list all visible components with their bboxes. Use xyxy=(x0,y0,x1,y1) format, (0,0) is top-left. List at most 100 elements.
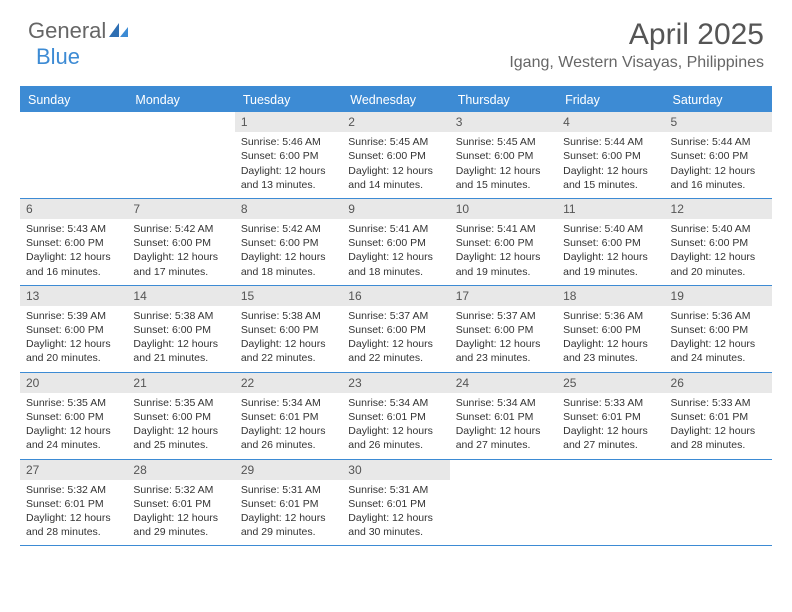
day-number: 4 xyxy=(557,112,664,132)
brand-logo: GeneralBlue xyxy=(28,18,132,70)
daylight-line: Daylight: 12 hours and 21 minutes. xyxy=(133,337,228,365)
daylight-line: Daylight: 12 hours and 14 minutes. xyxy=(348,164,443,192)
day-details: Sunrise: 5:35 AMSunset: 6:00 PMDaylight:… xyxy=(20,393,127,459)
sunset-line: Sunset: 6:00 PM xyxy=(456,323,551,337)
day-number: 3 xyxy=(450,112,557,132)
daylight-line: Daylight: 12 hours and 30 minutes. xyxy=(348,511,443,539)
daylight-line: Daylight: 12 hours and 19 minutes. xyxy=(563,250,658,278)
calendar-cell: 19Sunrise: 5:36 AMSunset: 6:00 PMDayligh… xyxy=(665,286,772,372)
sunrise-line: Sunrise: 5:37 AM xyxy=(348,309,443,323)
sunrise-line: Sunrise: 5:44 AM xyxy=(671,135,766,149)
day-details: Sunrise: 5:45 AMSunset: 6:00 PMDaylight:… xyxy=(450,132,557,198)
day-number: 5 xyxy=(665,112,772,132)
sunrise-line: Sunrise: 5:35 AM xyxy=(133,396,228,410)
sunrise-line: Sunrise: 5:39 AM xyxy=(26,309,121,323)
day-details: Sunrise: 5:42 AMSunset: 6:00 PMDaylight:… xyxy=(235,219,342,285)
calendar-cell: 5Sunrise: 5:44 AMSunset: 6:00 PMDaylight… xyxy=(665,112,772,198)
day-header-friday: Friday xyxy=(557,88,664,112)
daylight-line: Daylight: 12 hours and 15 minutes. xyxy=(456,164,551,192)
daylight-line: Daylight: 12 hours and 29 minutes. xyxy=(133,511,228,539)
day-details: Sunrise: 5:32 AMSunset: 6:01 PMDaylight:… xyxy=(20,480,127,546)
sunrise-line: Sunrise: 5:46 AM xyxy=(241,135,336,149)
daylight-line: Daylight: 12 hours and 17 minutes. xyxy=(133,250,228,278)
calendar-cell: 27Sunrise: 5:32 AMSunset: 6:01 PMDayligh… xyxy=(20,460,127,546)
calendar-cell xyxy=(450,460,557,546)
header: GeneralBlue April 2025 Igang, Western Vi… xyxy=(0,0,792,80)
sunset-line: Sunset: 6:00 PM xyxy=(133,236,228,250)
daylight-line: Daylight: 12 hours and 13 minutes. xyxy=(241,164,336,192)
day-details: Sunrise: 5:35 AMSunset: 6:00 PMDaylight:… xyxy=(127,393,234,459)
calendar-week: 13Sunrise: 5:39 AMSunset: 6:00 PMDayligh… xyxy=(20,286,772,373)
daylight-line: Daylight: 12 hours and 15 minutes. xyxy=(563,164,658,192)
sunset-line: Sunset: 6:01 PM xyxy=(348,497,443,511)
day-number: 13 xyxy=(20,286,127,306)
sunrise-line: Sunrise: 5:42 AM xyxy=(241,222,336,236)
daylight-line: Daylight: 12 hours and 28 minutes. xyxy=(26,511,121,539)
day-number: 8 xyxy=(235,199,342,219)
sunrise-line: Sunrise: 5:33 AM xyxy=(671,396,766,410)
calendar-cell: 28Sunrise: 5:32 AMSunset: 6:01 PMDayligh… xyxy=(127,460,234,546)
sunset-line: Sunset: 6:00 PM xyxy=(133,410,228,424)
calendar-cell: 20Sunrise: 5:35 AMSunset: 6:00 PMDayligh… xyxy=(20,373,127,459)
daylight-line: Daylight: 12 hours and 19 minutes. xyxy=(456,250,551,278)
sunrise-line: Sunrise: 5:38 AM xyxy=(133,309,228,323)
sunset-line: Sunset: 6:00 PM xyxy=(241,323,336,337)
daylight-line: Daylight: 12 hours and 27 minutes. xyxy=(456,424,551,452)
daylight-line: Daylight: 12 hours and 25 minutes. xyxy=(133,424,228,452)
day-details: Sunrise: 5:33 AMSunset: 6:01 PMDaylight:… xyxy=(665,393,772,459)
day-number: 25 xyxy=(557,373,664,393)
day-number: 18 xyxy=(557,286,664,306)
calendar-cell xyxy=(127,112,234,198)
sunset-line: Sunset: 6:00 PM xyxy=(26,236,121,250)
sunrise-line: Sunrise: 5:32 AM xyxy=(26,483,121,497)
day-details: Sunrise: 5:34 AMSunset: 6:01 PMDaylight:… xyxy=(342,393,449,459)
sunset-line: Sunset: 6:00 PM xyxy=(563,149,658,163)
calendar-cell: 22Sunrise: 5:34 AMSunset: 6:01 PMDayligh… xyxy=(235,373,342,459)
sunset-line: Sunset: 6:00 PM xyxy=(671,236,766,250)
sunrise-line: Sunrise: 5:40 AM xyxy=(563,222,658,236)
day-number: 1 xyxy=(235,112,342,132)
day-details: Sunrise: 5:32 AMSunset: 6:01 PMDaylight:… xyxy=(127,480,234,546)
sunset-line: Sunset: 6:01 PM xyxy=(563,410,658,424)
day-details: Sunrise: 5:37 AMSunset: 6:00 PMDaylight:… xyxy=(450,306,557,372)
calendar-cell: 4Sunrise: 5:44 AMSunset: 6:00 PMDaylight… xyxy=(557,112,664,198)
day-header-tuesday: Tuesday xyxy=(235,88,342,112)
calendar-cell: 12Sunrise: 5:40 AMSunset: 6:00 PMDayligh… xyxy=(665,199,772,285)
sunrise-line: Sunrise: 5:40 AM xyxy=(671,222,766,236)
sunset-line: Sunset: 6:00 PM xyxy=(26,410,121,424)
calendar-cell: 29Sunrise: 5:31 AMSunset: 6:01 PMDayligh… xyxy=(235,460,342,546)
day-number: 17 xyxy=(450,286,557,306)
month-title: April 2025 xyxy=(509,18,764,52)
brand-part1: General xyxy=(28,18,106,43)
calendar-cell: 13Sunrise: 5:39 AMSunset: 6:00 PMDayligh… xyxy=(20,286,127,372)
day-details: Sunrise: 5:31 AMSunset: 6:01 PMDaylight:… xyxy=(235,480,342,546)
sunset-line: Sunset: 6:00 PM xyxy=(563,323,658,337)
calendar-week: 6Sunrise: 5:43 AMSunset: 6:00 PMDaylight… xyxy=(20,199,772,286)
day-details: Sunrise: 5:34 AMSunset: 6:01 PMDaylight:… xyxy=(450,393,557,459)
calendar-cell: 10Sunrise: 5:41 AMSunset: 6:00 PMDayligh… xyxy=(450,199,557,285)
sunrise-line: Sunrise: 5:35 AM xyxy=(26,396,121,410)
calendar-cell: 16Sunrise: 5:37 AMSunset: 6:00 PMDayligh… xyxy=(342,286,449,372)
day-number: 11 xyxy=(557,199,664,219)
sunrise-line: Sunrise: 5:34 AM xyxy=(456,396,551,410)
day-details: Sunrise: 5:33 AMSunset: 6:01 PMDaylight:… xyxy=(557,393,664,459)
day-details: Sunrise: 5:31 AMSunset: 6:01 PMDaylight:… xyxy=(342,480,449,546)
sunset-line: Sunset: 6:01 PM xyxy=(671,410,766,424)
calendar-week: 1Sunrise: 5:46 AMSunset: 6:00 PMDaylight… xyxy=(20,112,772,199)
sunset-line: Sunset: 6:00 PM xyxy=(348,236,443,250)
daylight-line: Daylight: 12 hours and 16 minutes. xyxy=(671,164,766,192)
daylight-line: Daylight: 12 hours and 29 minutes. xyxy=(241,511,336,539)
daylight-line: Daylight: 12 hours and 23 minutes. xyxy=(456,337,551,365)
daylight-line: Daylight: 12 hours and 24 minutes. xyxy=(26,424,121,452)
day-details: Sunrise: 5:39 AMSunset: 6:00 PMDaylight:… xyxy=(20,306,127,372)
calendar-cell: 15Sunrise: 5:38 AMSunset: 6:00 PMDayligh… xyxy=(235,286,342,372)
daylight-line: Daylight: 12 hours and 28 minutes. xyxy=(671,424,766,452)
sunrise-line: Sunrise: 5:36 AM xyxy=(563,309,658,323)
sunset-line: Sunset: 6:00 PM xyxy=(348,323,443,337)
day-details: Sunrise: 5:40 AMSunset: 6:00 PMDaylight:… xyxy=(557,219,664,285)
daylight-line: Daylight: 12 hours and 22 minutes. xyxy=(241,337,336,365)
day-number: 14 xyxy=(127,286,234,306)
daylight-line: Daylight: 12 hours and 23 minutes. xyxy=(563,337,658,365)
daylight-line: Daylight: 12 hours and 16 minutes. xyxy=(26,250,121,278)
calendar-cell: 7Sunrise: 5:42 AMSunset: 6:00 PMDaylight… xyxy=(127,199,234,285)
